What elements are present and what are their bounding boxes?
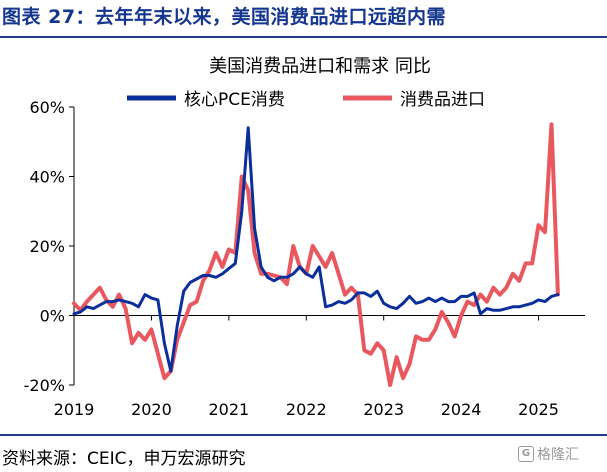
x-tick-label: 2022 xyxy=(286,400,327,419)
series-line-2 xyxy=(72,122,560,387)
figure-title: 图表 27：去年年末以来，美国消费品进口远超内需 xyxy=(2,6,447,28)
source-note: 资料来源：CEIC，申万宏源研究 xyxy=(2,449,246,469)
y-tick-label: -20% xyxy=(24,376,65,395)
figure-header: 图表 27：去年年末以来，美国消费品进口远超内需 xyxy=(0,0,607,38)
y-tick-label: 60% xyxy=(29,98,65,117)
x-tick-label: 2019 xyxy=(54,400,95,419)
series-line-1 xyxy=(72,126,560,373)
x-tick-label: 2024 xyxy=(441,400,482,419)
figure-footer xyxy=(0,434,607,472)
legend-label-1: 核心PCE消费 xyxy=(184,90,285,110)
watermark-logo-icon: G xyxy=(518,446,534,462)
x-tick-label: 2025 xyxy=(518,400,559,419)
legend-label-2: 消费品进口 xyxy=(400,90,485,110)
x-tick-label: 2021 xyxy=(208,400,249,419)
chart-title: 美国消费品进口和需求 同比 xyxy=(209,56,431,77)
y-tick-label: 20% xyxy=(29,237,65,256)
watermark-text: 格隆汇 xyxy=(537,447,579,463)
x-tick-label: 2023 xyxy=(363,400,404,419)
line-chart: -20% 0% 20% 40% 60% 2019 2020 2021 2022 2023 2024 2… xyxy=(24,90,585,419)
x-tick-label: 2020 xyxy=(131,400,172,419)
y-tick-label: 0% xyxy=(40,307,65,326)
watermark: G 格隆汇 xyxy=(518,444,579,464)
y-tick-label: 40% xyxy=(29,168,65,187)
